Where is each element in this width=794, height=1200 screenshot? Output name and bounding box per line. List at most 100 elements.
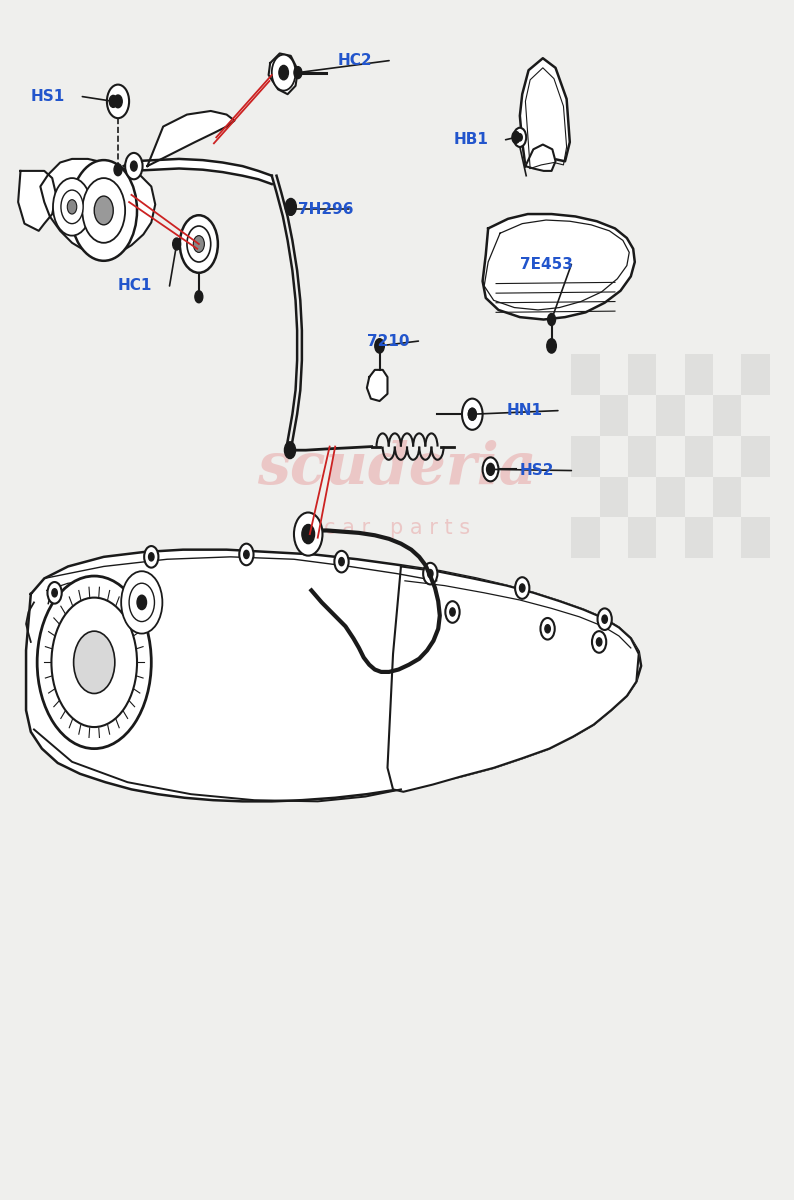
Circle shape [487,463,495,475]
Circle shape [445,601,460,623]
Circle shape [468,408,476,420]
Circle shape [114,163,122,175]
Circle shape [449,608,455,616]
Bar [742,517,769,558]
Polygon shape [387,566,638,792]
Bar [599,395,628,436]
Circle shape [71,160,137,260]
Circle shape [302,524,314,544]
Circle shape [244,551,249,558]
Circle shape [598,608,612,630]
Circle shape [514,127,526,146]
Circle shape [52,589,57,596]
Circle shape [423,563,437,584]
Circle shape [512,131,520,143]
Circle shape [130,161,137,172]
Circle shape [279,66,288,80]
Circle shape [121,571,163,634]
Circle shape [53,178,91,235]
Circle shape [519,584,525,592]
Circle shape [129,583,155,622]
Bar [684,436,713,476]
Bar [713,395,742,436]
Circle shape [187,226,210,262]
Circle shape [545,625,550,632]
Circle shape [195,290,202,302]
Circle shape [48,582,62,604]
Circle shape [592,631,607,653]
Text: HC2: HC2 [337,53,372,68]
Bar [628,436,657,476]
Bar [657,395,684,436]
Bar [684,517,713,558]
Text: c a r   p a r t s: c a r p a r t s [324,518,470,538]
Text: HN1: HN1 [507,403,542,418]
Circle shape [61,190,83,223]
Polygon shape [526,144,556,170]
Bar [628,354,657,395]
Circle shape [596,638,602,646]
Circle shape [193,235,204,252]
Circle shape [37,576,152,749]
Circle shape [375,338,384,353]
Text: HS1: HS1 [31,89,65,104]
Text: scuderia: scuderia [257,440,537,497]
Polygon shape [26,550,641,802]
Circle shape [547,338,557,353]
Circle shape [125,152,143,179]
Circle shape [114,95,122,108]
Circle shape [518,133,522,140]
Circle shape [179,215,218,272]
Circle shape [541,618,555,640]
Circle shape [272,55,295,90]
Circle shape [294,67,302,79]
Bar [657,476,684,517]
Polygon shape [148,110,234,166]
Text: 7210: 7210 [367,334,410,349]
Circle shape [294,512,322,556]
Circle shape [462,398,483,430]
Polygon shape [40,158,156,254]
Circle shape [428,570,433,577]
Bar [628,517,657,558]
Circle shape [602,616,607,623]
Circle shape [548,313,556,325]
Circle shape [145,546,159,568]
Text: 7H296: 7H296 [298,202,353,217]
Bar [713,476,742,517]
Polygon shape [520,59,570,166]
Circle shape [515,577,530,599]
Circle shape [172,238,180,250]
Circle shape [339,558,345,565]
Circle shape [284,442,295,458]
Text: HC1: HC1 [118,278,152,294]
Circle shape [94,196,114,224]
Polygon shape [367,370,387,401]
Text: HS2: HS2 [520,463,554,478]
Circle shape [74,631,115,694]
Circle shape [239,544,253,565]
Bar [572,517,599,558]
Circle shape [468,408,476,420]
Polygon shape [483,214,634,319]
Bar [572,354,599,395]
Bar [572,436,599,476]
Circle shape [148,553,154,560]
Circle shape [137,595,147,610]
Circle shape [488,464,494,474]
Text: HB1: HB1 [454,132,489,148]
Circle shape [334,551,349,572]
Circle shape [285,198,296,215]
Bar [684,354,713,395]
Circle shape [52,598,137,727]
Bar [742,354,769,395]
Polygon shape [268,54,298,94]
Circle shape [83,178,125,242]
Circle shape [287,203,295,215]
Text: 7E453: 7E453 [520,257,572,272]
Circle shape [483,457,499,481]
Bar [599,476,628,517]
Polygon shape [18,170,56,230]
Bar [742,436,769,476]
Circle shape [376,340,384,352]
